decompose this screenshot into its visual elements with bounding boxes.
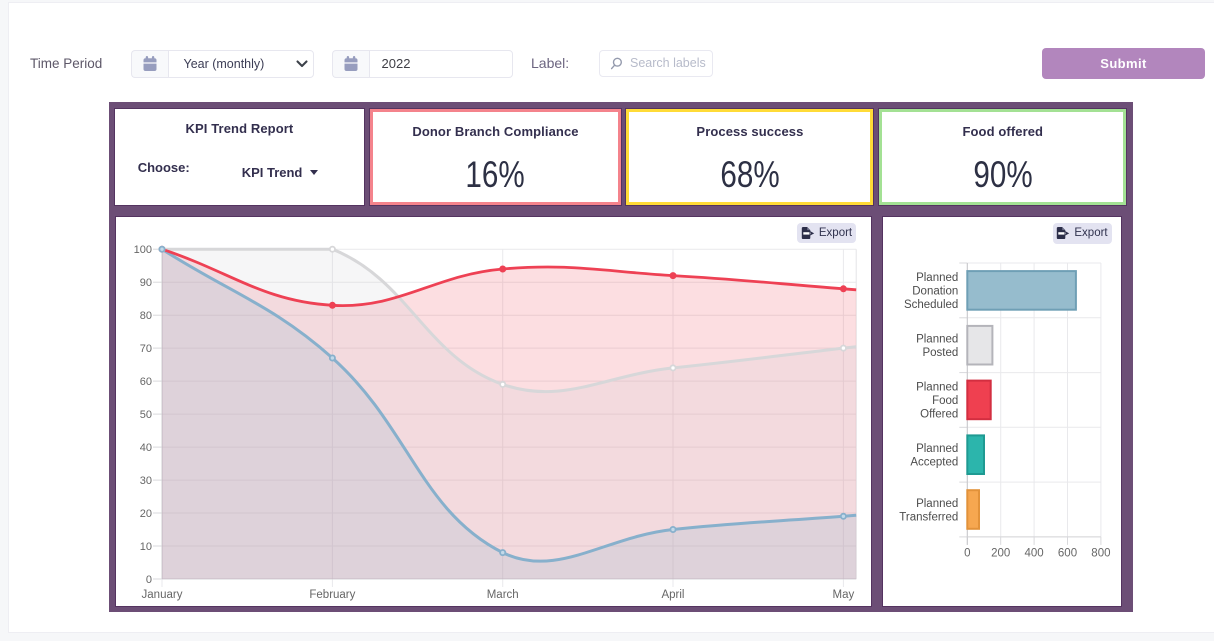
svg-text:10: 10: [140, 541, 152, 553]
svg-text:800: 800: [1091, 547, 1110, 559]
svg-text:May: May: [833, 589, 855, 601]
svg-text:400: 400: [1025, 547, 1044, 559]
svg-text:Food: Food: [932, 395, 958, 407]
svg-text:Offered: Offered: [920, 408, 958, 420]
svg-text:Donation: Donation: [912, 285, 958, 297]
svg-text:70: 70: [140, 343, 152, 355]
svg-text:Accepted: Accepted: [910, 457, 958, 469]
svg-text:100: 100: [134, 244, 152, 256]
svg-text:0: 0: [146, 574, 152, 586]
svg-text:Planned: Planned: [916, 443, 958, 455]
svg-text:200: 200: [991, 547, 1010, 559]
svg-text:Planned: Planned: [916, 381, 958, 393]
svg-text:20: 20: [140, 508, 152, 520]
svg-text:60: 60: [140, 376, 152, 388]
svg-text:February: February: [309, 589, 355, 601]
svg-text:Planned: Planned: [916, 333, 958, 345]
svg-text:40: 40: [140, 442, 152, 454]
svg-text:30: 30: [140, 475, 152, 487]
svg-text:Posted: Posted: [922, 347, 958, 359]
svg-text:April: April: [661, 589, 684, 601]
svg-text:Transferred: Transferred: [899, 511, 958, 523]
svg-text:January: January: [142, 589, 183, 601]
svg-text:Planned: Planned: [916, 272, 958, 284]
svg-text:March: March: [487, 589, 519, 601]
svg-text:0: 0: [964, 547, 970, 559]
svg-text:80: 80: [140, 310, 152, 322]
svg-text:600: 600: [1058, 547, 1077, 559]
svg-text:Scheduled: Scheduled: [904, 299, 958, 311]
svg-text:Planned: Planned: [916, 498, 958, 510]
svg-text:90: 90: [140, 277, 152, 289]
svg-text:50: 50: [140, 409, 152, 421]
